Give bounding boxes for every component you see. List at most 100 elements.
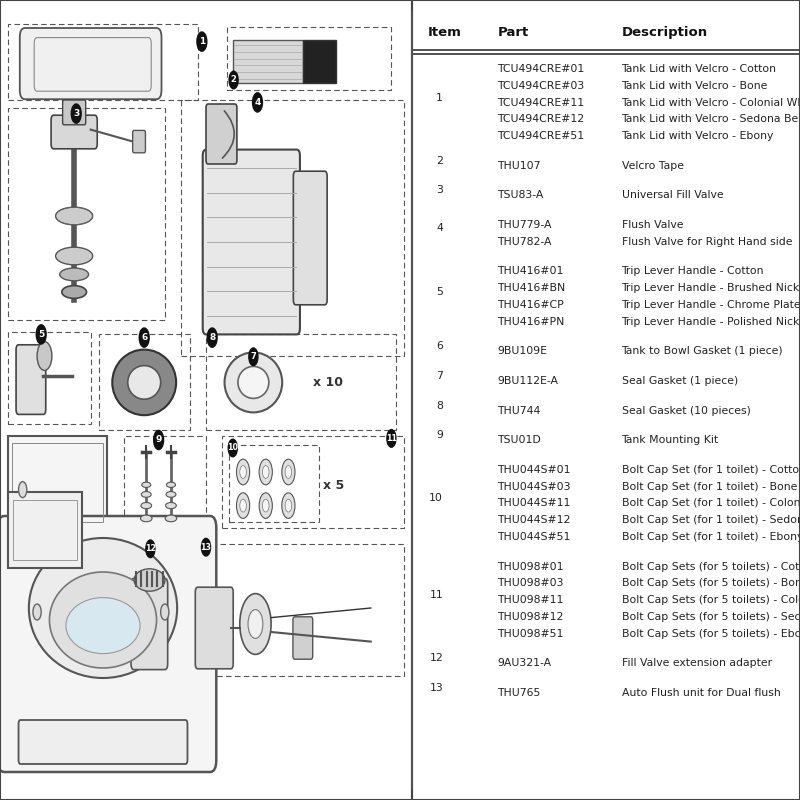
FancyBboxPatch shape (202, 150, 300, 334)
Bar (182, 100, 404, 356)
Text: THU416#01: THU416#01 (498, 266, 564, 277)
Text: THU416#PN: THU416#PN (498, 317, 565, 327)
Text: 7: 7 (250, 352, 256, 362)
Text: THU098#01: THU098#01 (498, 562, 564, 572)
Circle shape (262, 466, 269, 478)
Text: 12: 12 (145, 544, 156, 554)
FancyBboxPatch shape (20, 28, 162, 99)
Text: 10: 10 (429, 494, 443, 503)
Ellipse shape (134, 569, 165, 591)
Bar (99, 334, 190, 430)
Ellipse shape (225, 352, 282, 413)
FancyBboxPatch shape (51, 115, 98, 149)
Text: THU044S#03: THU044S#03 (498, 482, 571, 492)
Circle shape (282, 459, 295, 485)
Circle shape (253, 93, 262, 112)
Circle shape (146, 540, 155, 558)
Text: 1: 1 (198, 37, 205, 46)
Circle shape (197, 32, 207, 51)
FancyBboxPatch shape (294, 171, 327, 305)
Circle shape (249, 348, 258, 366)
Text: THU098#11: THU098#11 (498, 595, 564, 606)
Text: 9BU112E-A: 9BU112E-A (498, 376, 558, 386)
Text: 11: 11 (386, 434, 397, 443)
Text: Tank Lid with Velcro - Bone: Tank Lid with Velcro - Bone (622, 81, 768, 91)
Text: THU416#BN: THU416#BN (498, 283, 566, 294)
Text: Flush Valve: Flush Valve (622, 220, 683, 230)
Text: THU044S#51: THU044S#51 (498, 532, 570, 542)
Text: THU098#12: THU098#12 (498, 612, 564, 622)
Circle shape (240, 466, 246, 478)
FancyBboxPatch shape (206, 104, 237, 164)
Ellipse shape (50, 572, 157, 668)
Text: x 10: x 10 (313, 376, 343, 389)
Bar (206, 334, 395, 430)
Bar (229, 445, 319, 522)
Circle shape (262, 499, 269, 512)
Bar (233, 40, 303, 83)
Circle shape (259, 459, 272, 485)
Bar (8, 108, 165, 320)
FancyBboxPatch shape (293, 617, 313, 659)
Text: 4: 4 (254, 98, 261, 107)
Text: THU765: THU765 (498, 688, 541, 698)
Text: 1: 1 (436, 93, 443, 102)
Text: THU044S#01: THU044S#01 (498, 465, 571, 475)
Ellipse shape (66, 598, 140, 654)
Circle shape (387, 430, 396, 447)
Text: Tank Lid with Velcro - Ebony: Tank Lid with Velcro - Ebony (622, 131, 774, 141)
Text: 4: 4 (436, 223, 443, 234)
Bar (226, 27, 391, 90)
Text: 6: 6 (141, 333, 147, 342)
Text: Trip Lever Handle - Cotton: Trip Lever Handle - Cotton (622, 266, 764, 277)
Text: Universal Fill Valve: Universal Fill Valve (622, 190, 723, 201)
Text: THU044S#12: THU044S#12 (498, 515, 570, 526)
Ellipse shape (166, 515, 177, 522)
Text: 9: 9 (436, 430, 443, 440)
Ellipse shape (112, 350, 176, 415)
Circle shape (240, 499, 246, 512)
Text: TCU494CRE#03: TCU494CRE#03 (498, 81, 585, 91)
Bar (123, 544, 182, 676)
Text: Trip Lever Handle - Chrome Plated: Trip Lever Handle - Chrome Plated (622, 300, 800, 310)
Text: 8: 8 (209, 333, 215, 342)
Ellipse shape (142, 491, 151, 498)
FancyBboxPatch shape (18, 720, 187, 764)
Text: THU779-A: THU779-A (498, 220, 552, 230)
Text: TSU83-A: TSU83-A (498, 190, 544, 201)
Text: x 5: x 5 (323, 479, 345, 492)
Text: Tank to Bowl Gasket (1 piece): Tank to Bowl Gasket (1 piece) (622, 346, 783, 357)
Text: Tank Mounting Kit: Tank Mounting Kit (622, 435, 718, 446)
Text: THU098#03: THU098#03 (498, 578, 564, 589)
Text: Bolt Cap Set (for 1 toilet) - Colonial White: Bolt Cap Set (for 1 toilet) - Colonial W… (622, 498, 800, 509)
Bar (8, 24, 198, 100)
Text: 6: 6 (436, 342, 443, 351)
Bar (222, 436, 404, 528)
FancyBboxPatch shape (8, 492, 82, 568)
Text: THU782-A: THU782-A (498, 237, 552, 247)
Text: 9BU109E: 9BU109E (498, 346, 547, 357)
Text: Bolt Cap Set (for 1 toilet) - Cotton: Bolt Cap Set (for 1 toilet) - Cotton (622, 465, 800, 475)
Text: Trip Lever Handle - Brushed Nickel: Trip Lever Handle - Brushed Nickel (622, 283, 800, 294)
Text: TCU494CRE#01: TCU494CRE#01 (498, 64, 585, 74)
Circle shape (207, 328, 217, 347)
Text: Description: Description (622, 26, 708, 38)
Text: TSU01D: TSU01D (498, 435, 541, 446)
Text: Bolt Cap Set (for 1 toilet) - Sedona Beige: Bolt Cap Set (for 1 toilet) - Sedona Bei… (622, 515, 800, 526)
Text: Bolt Cap Sets (for 5 toilets) - Ebony: Bolt Cap Sets (for 5 toilets) - Ebony (622, 629, 800, 639)
FancyBboxPatch shape (8, 436, 107, 528)
Ellipse shape (60, 268, 89, 281)
Circle shape (240, 594, 271, 654)
Ellipse shape (62, 286, 86, 298)
Circle shape (37, 342, 52, 370)
Circle shape (229, 71, 238, 89)
Circle shape (282, 493, 295, 518)
Text: Trip Lever Handle - Polished Nickel: Trip Lever Handle - Polished Nickel (622, 317, 800, 327)
Ellipse shape (56, 207, 93, 225)
Circle shape (285, 499, 292, 512)
Circle shape (71, 104, 81, 123)
Text: Bolt Cap Set (for 1 toilet) - Bone: Bolt Cap Set (for 1 toilet) - Bone (622, 482, 797, 492)
Circle shape (237, 459, 250, 485)
Text: Tank Lid with Velcro - Colonial White: Tank Lid with Velcro - Colonial White (622, 98, 800, 108)
Text: 12: 12 (430, 654, 443, 663)
